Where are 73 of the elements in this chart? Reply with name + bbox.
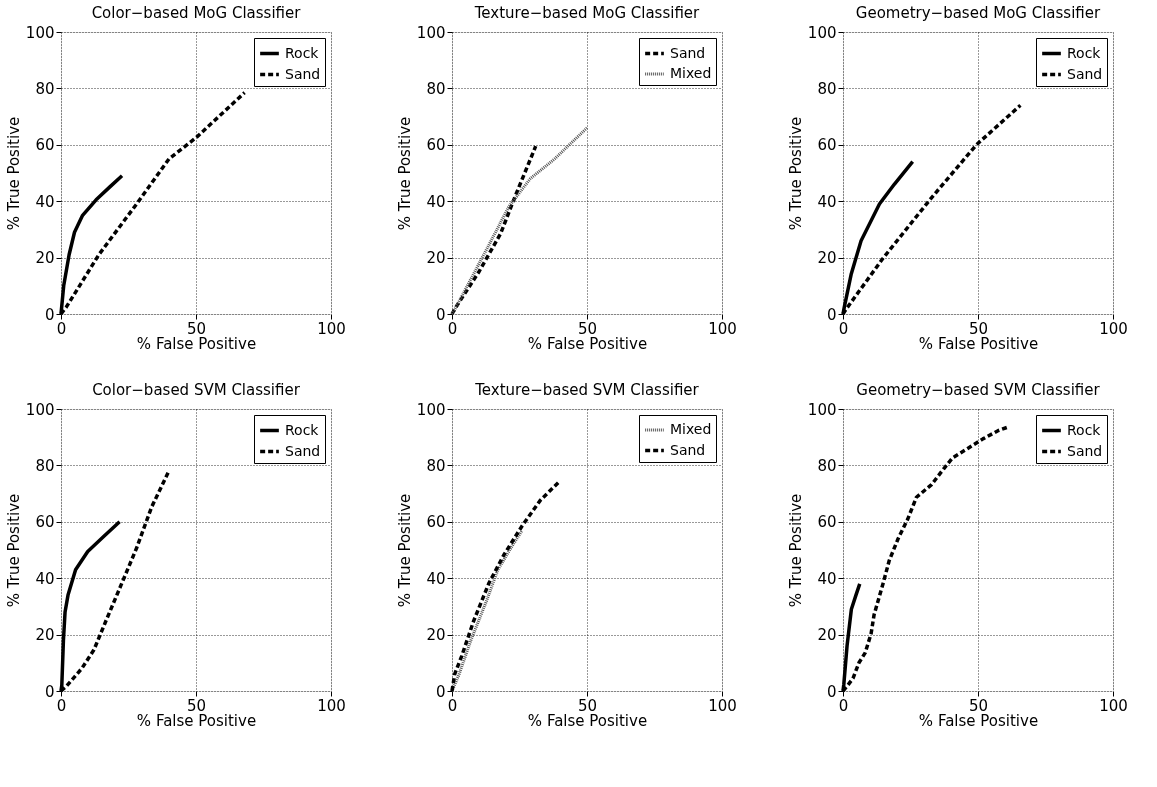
y-tick-label: 20: [426, 626, 446, 645]
legend-label: Sand: [285, 65, 321, 82]
y-tick-label: 80: [35, 456, 55, 475]
y-axis-title: % True Positive: [395, 116, 414, 231]
x-tick-label: 0: [447, 696, 458, 715]
legend-label: Sand: [1067, 65, 1103, 82]
y-tick-label: 60: [817, 136, 837, 155]
y-tick-label: 0: [435, 305, 446, 324]
legend-label: Sand: [285, 442, 321, 459]
x-tick-label: 0: [447, 319, 458, 338]
y-tick-label: 20: [35, 626, 55, 645]
legend-label: Sand: [1067, 442, 1103, 459]
y-tick-label: 80: [35, 79, 55, 98]
y-tick-label: 40: [426, 192, 446, 211]
chart-title: Geometry−based SVM Classifier: [856, 381, 1101, 399]
x-tick-label: 100: [1099, 319, 1128, 338]
y-tick-label: 60: [35, 136, 55, 155]
chart-title: Texture−based SVM Classifier: [474, 381, 700, 399]
x-tick-label: 100: [708, 319, 737, 338]
y-tick-label: 40: [426, 569, 446, 588]
y-axis-title: % True Positive: [4, 116, 23, 231]
legend-label: Rock: [1067, 44, 1102, 61]
legend-label: Rock: [285, 44, 320, 61]
chart-title: Color−based SVM Classifier: [92, 381, 301, 399]
legend-label: Mixed: [670, 65, 712, 81]
chart-title: Geometry−based MoG Classifier: [855, 4, 1102, 22]
line-series: [450, 126, 589, 316]
y-tick-label: 0: [826, 305, 837, 324]
y-axis-title: % True Positive: [4, 493, 23, 608]
y-tick-label: 20: [817, 626, 837, 645]
y-tick-label: 60: [35, 513, 55, 532]
y-axis-title: % True Positive: [786, 493, 805, 608]
y-tick-label: 60: [817, 513, 837, 532]
y-tick-label: 100: [25, 23, 55, 42]
legend-label: Sand: [670, 441, 706, 458]
x-tick-label: 100: [317, 696, 346, 715]
y-tick-label: 80: [426, 79, 446, 98]
y-tick-label: 100: [807, 23, 837, 42]
y-tick-label: 80: [426, 456, 446, 475]
x-tick-label: 0: [56, 696, 67, 715]
y-tick-label: 100: [807, 400, 837, 419]
y-tick-label: 80: [817, 79, 837, 98]
y-tick-label: 80: [817, 456, 837, 475]
y-tick-label: 60: [426, 513, 446, 532]
x-tick-label: 0: [56, 319, 67, 338]
y-tick-label: 20: [35, 249, 55, 268]
chart-title: Texture−based MoG Classifier: [473, 4, 701, 22]
x-tick-label: 0: [838, 696, 849, 715]
y-axis-title: % True Positive: [395, 493, 414, 608]
legend-label: Sand: [670, 44, 706, 61]
y-tick-label: 100: [416, 400, 446, 419]
x-tick-label: 100: [708, 696, 737, 715]
y-tick-label: 20: [817, 249, 837, 268]
y-tick-label: 40: [817, 192, 837, 211]
y-tick-label: 60: [426, 136, 446, 155]
x-tick-label: 0: [838, 319, 849, 338]
y-tick-label: 40: [35, 569, 55, 588]
x-tick-label: 100: [1099, 696, 1128, 715]
y-tick-label: 0: [435, 682, 446, 701]
y-tick-label: 0: [44, 682, 55, 701]
legend-label: Rock: [1067, 421, 1102, 438]
chart-title: Color−based MoG Classifier: [91, 4, 302, 22]
y-axis-title: % True Positive: [786, 116, 805, 231]
y-tick-label: 100: [25, 400, 55, 419]
y-tick-label: 0: [44, 305, 55, 324]
legend-label: Mixed: [670, 421, 712, 437]
y-tick-label: 0: [826, 682, 837, 701]
legend-label: Rock: [285, 421, 320, 438]
y-tick-label: 100: [416, 23, 446, 42]
y-tick-label: 20: [426, 249, 446, 268]
x-tick-label: 100: [317, 319, 346, 338]
y-tick-label: 40: [817, 569, 837, 588]
y-tick-label: 40: [35, 192, 55, 211]
